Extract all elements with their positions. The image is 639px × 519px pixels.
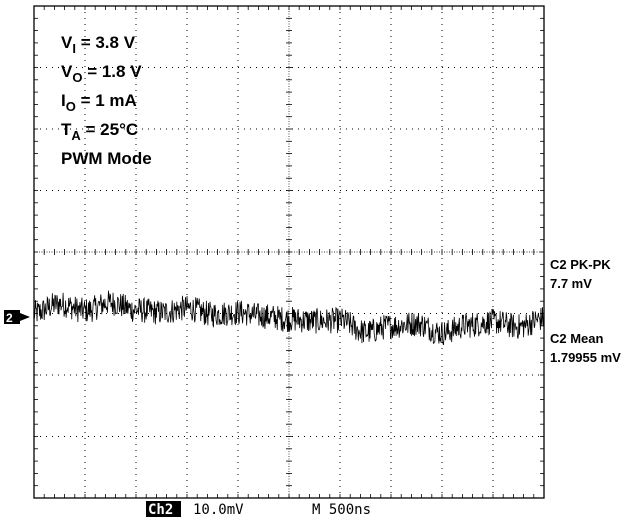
mean-value: 1.79955 mV [550, 350, 621, 365]
test-conditions: VI = 3.8 V VO = 1.8 V IO = 1 mA TA = 25°C PW… [61, 33, 152, 168]
condition-line: TA = 25°C [61, 120, 138, 143]
channel-2-marker: 2 [4, 310, 30, 325]
scope-readout: Ch2 10.0mV M 500ns [146, 501, 371, 518]
center-axes [34, 6, 544, 498]
channel-label: Ch2 [148, 502, 173, 518]
pkpk-value: 7.7 mV [550, 276, 592, 291]
timebase: M 500ns [312, 502, 371, 518]
condition-line: VO = 1.8 V [61, 62, 142, 85]
condition-line: PWM Mode [61, 149, 152, 168]
mean-label: C2 Mean [550, 331, 604, 346]
arrow-right-icon [20, 313, 30, 321]
channel-marker-label: 2 [6, 311, 13, 325]
waveform-trace [33, 290, 545, 346]
pkpk-label: C2 PK-PK [550, 257, 611, 272]
volts-per-div: 10.0mV [193, 502, 244, 518]
measurements: C2 PK-PK 7.7 mV C2 Mean 1.79955 mV [550, 257, 621, 365]
condition-line: IO = 1 mA [61, 91, 137, 114]
condition-line: VI = 3.8 V [61, 33, 136, 56]
